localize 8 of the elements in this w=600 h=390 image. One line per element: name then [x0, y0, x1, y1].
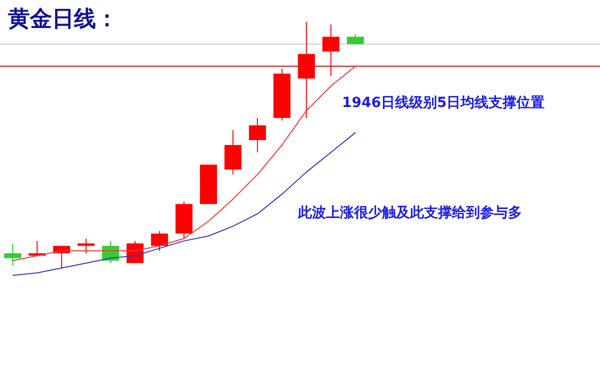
annotation: 此波上涨很少触及此支撑给到参与多 [297, 204, 522, 221]
candlestick [248, 117, 266, 153]
candlestick [322, 24, 340, 77]
annotation: 1946日线级别5日均线支撑位置 [342, 95, 545, 111]
candlestick [78, 238, 95, 254]
candlestick [151, 230, 168, 252]
chart-title: 黄金日线： [7, 6, 118, 31]
candlestick [4, 242, 22, 266]
